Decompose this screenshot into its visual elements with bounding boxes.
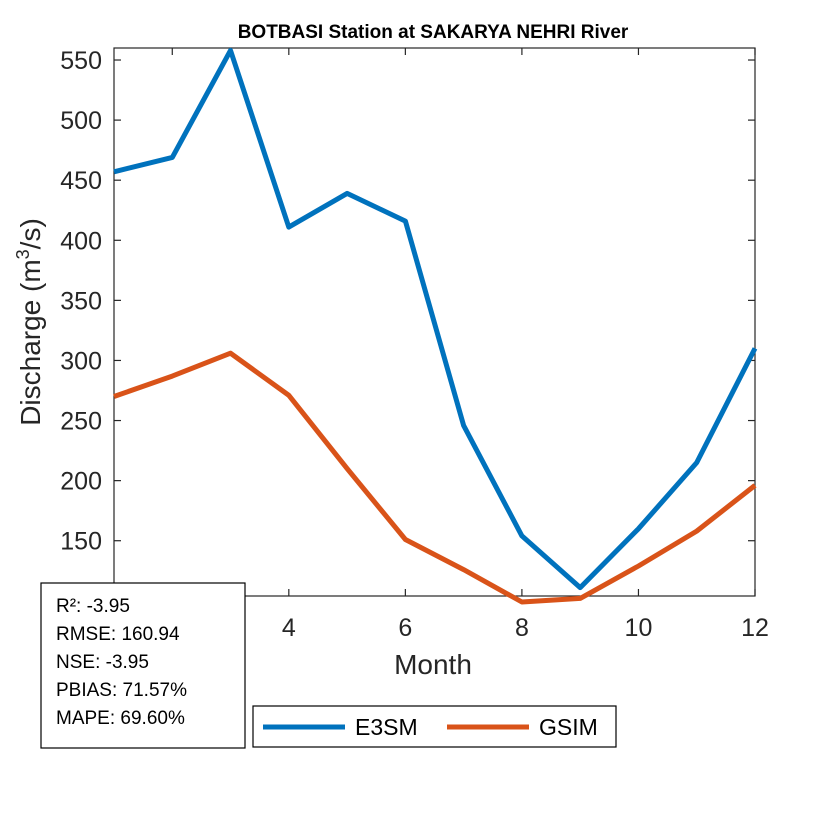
x-axis-ticks: 24681012 <box>165 48 769 642</box>
y-tick-label: 350 <box>60 287 102 315</box>
stats-box: R²: -3.95 RMSE: 160.94 NSE: -3.95 PBIAS:… <box>40 582 246 749</box>
y-tick-label: 400 <box>60 227 102 255</box>
stats-pbias: PBIAS: 71.57% <box>56 680 187 701</box>
y-axis-label-superscript: 3 <box>13 249 33 259</box>
y-tick-label: 250 <box>60 408 102 436</box>
stats-rmse: RMSE: 160.94 <box>56 624 180 645</box>
stats-nse: NSE: -3.95 <box>56 652 149 673</box>
stats-r2: R²: -3.95 <box>56 596 130 617</box>
y-tick-label: 500 <box>60 107 102 135</box>
legend-label-e3sm: E3SM <box>355 714 418 740</box>
chart-title: BOTBASI Station at SAKARYA NEHRI River <box>238 22 629 43</box>
axes-box <box>113 47 756 597</box>
stats-mape: MAPE: 69.60% <box>56 708 185 729</box>
legend-label-gsim: GSIM <box>539 714 598 740</box>
axes-frame <box>113 47 756 597</box>
y-axis-label: Discharge (m3/s) <box>13 218 46 426</box>
series-line-gsim <box>113 350 757 605</box>
y-tick-label: 150 <box>60 528 102 556</box>
x-tick-label: 12 <box>741 614 769 642</box>
x-axis-label: Month <box>394 649 472 680</box>
x-tick-label: 8 <box>515 614 529 642</box>
series-line-e3sm <box>113 47 758 591</box>
y-tick-label: 550 <box>60 47 102 75</box>
stats-box-frame <box>40 582 246 749</box>
y-axis-label-main: Discharge (m <box>15 259 46 425</box>
y-tick-label: 450 <box>60 167 102 195</box>
series-lines <box>113 47 758 605</box>
x-tick-label: 6 <box>398 614 412 642</box>
y-axis-label-tail: /s) <box>15 218 46 249</box>
x-tick-label: 4 <box>282 614 296 642</box>
legend: E3SM GSIM <box>252 705 617 748</box>
y-axis-ticks: 150 200 250 300 350 400 450 500 550 <box>60 47 755 556</box>
y-tick-label: 200 <box>60 468 102 496</box>
x-tick-label: 10 <box>625 614 653 642</box>
y-tick-label: 300 <box>60 347 102 375</box>
